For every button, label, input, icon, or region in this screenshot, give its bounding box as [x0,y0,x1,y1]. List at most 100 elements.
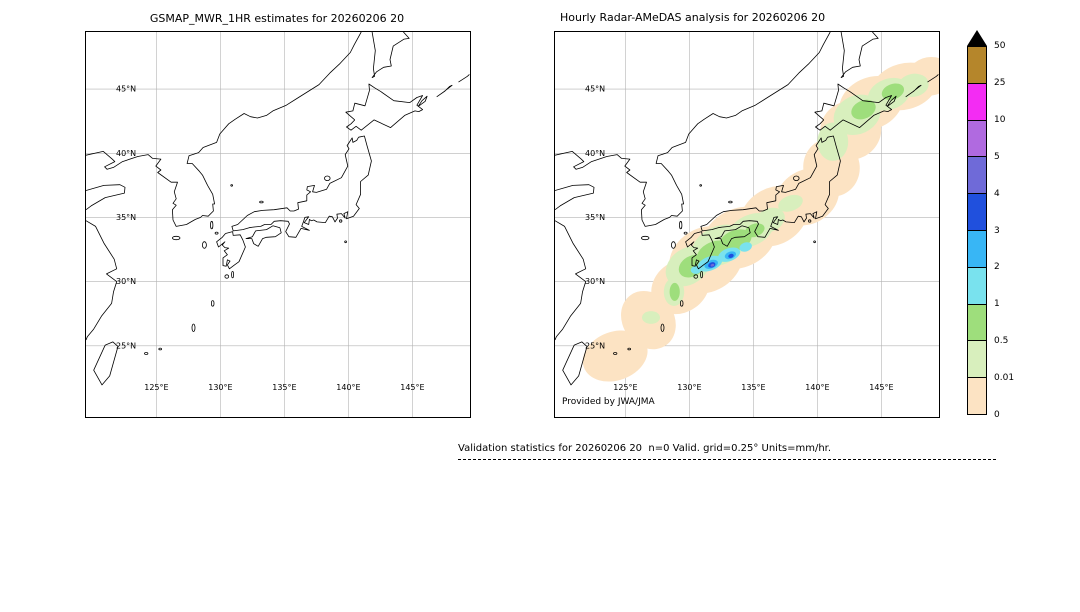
colorbar-segment [968,120,986,158]
island [679,220,683,230]
precip-area [817,122,849,161]
island [259,200,264,204]
coastline [458,74,470,83]
colorbar-overflow-triangle [967,30,987,46]
colorbar-tick-label: 0.01 [994,373,1015,384]
longitude-tick-label: 135°E [272,383,296,392]
radar-amedas-map: 45°N 40°N 35°N 30°N 25°N 125°E 130°E 135°E 140°E… [554,31,940,418]
longitude-tick-label: 145°E [869,383,893,392]
colorbar-tick-label: 5 [994,151,1000,162]
island [158,347,162,351]
coastline [86,32,362,227]
island [613,352,618,355]
colorbar-segment [968,230,986,268]
coastline [562,341,588,386]
colorbar-tick-label: 25 [994,77,1006,88]
colorbar-segment [968,267,986,305]
gsmap-estimates-map: 45°N 40°N 35°N 30°N 25°N 125°E 130°E 135°E 140°E… [85,31,471,418]
island [683,231,688,235]
coastline [93,341,119,386]
island [671,241,676,249]
validation-statistics-note: Validation statistics for 20260206 20 n=… [458,443,832,454]
precip-area [642,311,660,324]
longitude-tick-label: 140°E [336,383,360,392]
island [210,220,214,230]
colorbar-labels: 0 0.01 0.5 1 2 3 4 5 10 25 50 [966,30,1080,450]
island [344,240,347,244]
coastline [700,135,841,238]
island [214,231,219,235]
colorbar-segment [968,341,986,379]
coastline [886,95,897,107]
left-map-title: GSMAP_MWR_1HR estimates for 20260206 20 [149,12,405,25]
precip-area [744,223,765,238]
coastline [371,32,410,78]
precip-area [669,282,680,301]
colorbar-segment [968,304,986,342]
island [699,184,703,187]
longitude-tick-label: 135°E [741,383,765,392]
precip-area [728,253,734,259]
longitude-tick-label: 140°E [805,383,829,392]
island [224,274,230,279]
island [191,323,196,332]
colorbar-segment [968,157,986,195]
precip-area [739,242,752,252]
coastline [555,32,831,227]
coastline [555,184,595,211]
island [144,352,149,355]
coastline [86,220,118,341]
data-credit: Provided by JWA/JMA [562,397,655,407]
colorbar-tick-label: 50 [994,41,1006,51]
precip-area [582,330,648,382]
coastline [840,32,879,78]
island [640,235,650,241]
island [793,175,800,181]
right-map-title: Hourly Radar-AMeDAS analysis for 2026020… [560,11,826,24]
coastline [555,220,587,341]
precip-area [898,73,929,97]
precip-area [851,99,876,120]
longitude-tick-label: 130°E [208,383,232,392]
colorbar-segment [968,83,986,121]
latitude-tick-label: 45°N [585,85,605,94]
island [808,219,812,223]
latitude-tick-label: 35°N [585,213,605,222]
colorbar-tick-label: 0 [994,410,1000,420]
island [231,271,235,279]
coastline [927,74,939,83]
coastline [345,83,424,131]
island [210,300,215,307]
colorbar-tick-label: 0.5 [994,336,1009,347]
island [230,184,234,187]
coastline [436,84,453,98]
coastline [216,231,246,270]
island [324,175,331,181]
latitude-tick-label: 40°N [116,149,136,158]
longitude-tick-label: 125°E [144,383,168,392]
latitude-tick-label: 45°N [116,85,136,94]
colorbar-segment [968,47,986,84]
island [660,323,665,332]
colorbar-tick-label: 4 [994,188,1000,199]
colorbar-scale [967,46,987,415]
precip-area [881,83,905,100]
latitude-tick-label: 30°N [116,277,136,286]
coastline [86,184,126,211]
latitude-tick-label: 25°N [116,341,136,350]
island [627,347,631,351]
island [171,235,181,241]
coastline [417,95,428,107]
colorbar-tick-label: 3 [994,225,1000,236]
precip-area [690,266,701,274]
colorbar: 0 0.01 0.5 1 2 3 4 5 10 25 50 [966,30,1080,450]
island [339,219,343,223]
colorbar-tick-label: 10 [994,114,1006,125]
island [679,300,684,307]
latitude-tick-label: 40°N [585,149,605,158]
longitude-tick-label: 130°E [677,383,701,392]
colorbar-segment [968,194,986,231]
coastline [685,231,715,270]
colorbar-segment [968,378,986,414]
